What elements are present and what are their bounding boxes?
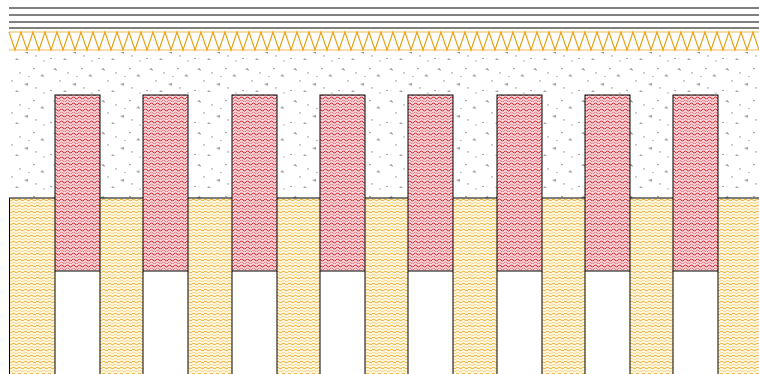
- void-column: [496, 270, 543, 374]
- void-column: [319, 270, 366, 374]
- void-column: [142, 270, 189, 374]
- red-column: [672, 94, 719, 272]
- top-slab: [9, 7, 759, 29]
- red-column: [319, 94, 366, 272]
- red-columns: [54, 94, 719, 374]
- insulation-layer: [8, 30, 759, 52]
- insulation-zigzag: [8, 30, 759, 52]
- red-column: [231, 94, 278, 272]
- concrete-layer: [9, 52, 759, 198]
- sand-fill: [9, 197, 759, 374]
- void-column: [672, 270, 719, 374]
- void-column: [54, 270, 101, 374]
- red-column: [496, 94, 543, 272]
- void-column: [231, 270, 278, 374]
- red-column: [142, 94, 189, 272]
- void-column: [584, 270, 631, 374]
- void-column: [407, 270, 454, 374]
- red-column: [584, 94, 631, 272]
- red-column: [54, 94, 101, 272]
- red-column: [407, 94, 454, 272]
